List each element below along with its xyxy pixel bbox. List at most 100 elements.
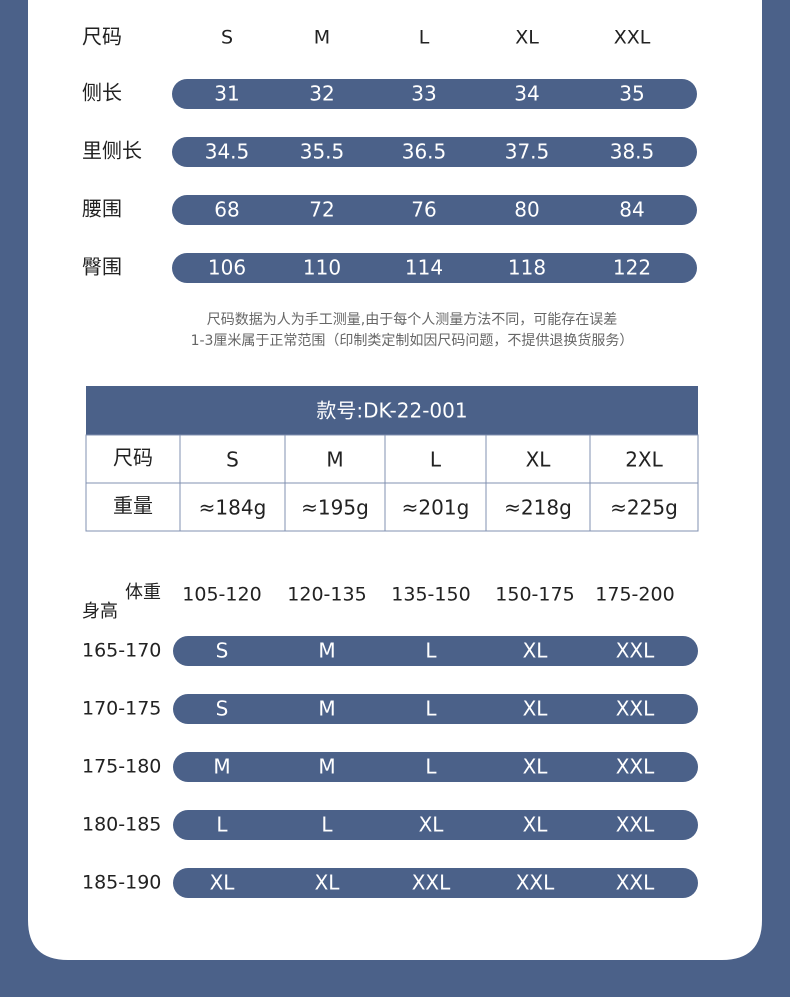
cell: 118: [508, 256, 546, 280]
size-cell: M: [213, 755, 230, 779]
row-label: 里侧长: [82, 139, 142, 163]
weight-value: ≈184g: [199, 496, 267, 520]
cell: 72: [309, 198, 334, 222]
weight-value: ≈195g: [301, 496, 369, 520]
weight-range: 105-120: [182, 584, 261, 606]
weight-title: 款号:DK-22-001: [316, 399, 467, 423]
cell: 33: [411, 82, 436, 106]
row-pill: [172, 253, 697, 283]
size-cell: XXL: [616, 755, 655, 779]
cell: 36.5: [402, 140, 447, 164]
size-cell: XXL: [616, 697, 655, 721]
height-range: 165-170: [82, 640, 161, 662]
height-range: 180-185: [82, 814, 161, 836]
header-label: 尺码: [82, 25, 122, 49]
weight-value: S: [226, 448, 239, 472]
size-cell: XL: [523, 639, 549, 663]
weight-range: 175-200: [595, 584, 674, 606]
cell: 34.5: [205, 140, 250, 164]
cell: 80: [514, 198, 539, 222]
row-pill: [173, 636, 698, 666]
weight-header: [86, 386, 698, 435]
cell: 84: [619, 198, 644, 222]
weight-value: L: [430, 448, 442, 472]
size-cell: XXL: [616, 871, 655, 895]
weight-cell: [589, 434, 699, 484]
header-size: XXL: [614, 27, 651, 49]
weight-cell: [485, 482, 591, 532]
weight-cell: [284, 434, 386, 484]
row-pill: [173, 694, 698, 724]
cell: 35.5: [300, 140, 345, 164]
weight-axis-label: 体重: [125, 582, 161, 603]
size-cell: L: [425, 639, 437, 663]
size-cell: S: [216, 639, 229, 663]
cell: 114: [405, 256, 443, 280]
size-cell: XL: [315, 871, 341, 895]
header-size: XL: [515, 27, 539, 49]
size-cell: L: [425, 697, 437, 721]
size-cell: XL: [523, 697, 549, 721]
size-cell: L: [216, 813, 228, 837]
weight-cell: [85, 434, 181, 484]
size-cell: XXL: [616, 813, 655, 837]
cell: 110: [303, 256, 341, 280]
weight-value: XL: [526, 448, 552, 472]
height-range: 175-180: [82, 756, 161, 778]
cell: 106: [208, 256, 246, 280]
cell: 34: [514, 82, 539, 106]
cell: 37.5: [505, 140, 550, 164]
cell: 68: [214, 198, 239, 222]
header-size: M: [314, 27, 330, 49]
header-size: S: [221, 27, 233, 49]
size-cell: M: [318, 755, 335, 779]
row-pill: [172, 137, 697, 167]
weight-cell: [485, 434, 591, 484]
size-cell: L: [321, 813, 333, 837]
height-range: 170-175: [82, 698, 161, 720]
weight-cell: [384, 482, 487, 532]
weight-range: 150-175: [495, 584, 574, 606]
weight-value: ≈218g: [504, 496, 572, 520]
weight-value: M: [326, 448, 343, 472]
weight-cell: [284, 482, 386, 532]
cell: 35: [619, 82, 644, 106]
row-pill: [173, 810, 698, 840]
weight-cell: [85, 482, 181, 532]
weight-value: ≈201g: [402, 496, 470, 520]
weight-cell: [589, 482, 699, 532]
weight-value: ≈225g: [610, 496, 678, 520]
size-cell: M: [318, 639, 335, 663]
size-cell: XXL: [616, 639, 655, 663]
cell: 122: [613, 256, 651, 280]
row-label: 腰围: [82, 197, 122, 221]
size-cell: XL: [419, 813, 445, 837]
weight-range: 135-150: [391, 584, 470, 606]
size-cell: XL: [523, 755, 549, 779]
row-label: 臀围: [82, 255, 122, 279]
row-pill: [172, 79, 697, 109]
cell: 76: [411, 198, 436, 222]
size-cell: XXL: [412, 871, 451, 895]
size-cell: M: [318, 697, 335, 721]
size-cell: S: [216, 697, 229, 721]
height-range: 185-190: [82, 872, 161, 894]
weight-row-label: 重量: [113, 494, 153, 518]
row-pill: [173, 868, 698, 898]
content: 尺码 S M L XL XXL 侧长 31 32 33 34 35 里侧长 34.5 35.5 36.5 37.…: [82, 25, 699, 898]
weight-value: 2XL: [625, 448, 663, 472]
size-cell: L: [425, 755, 437, 779]
row-label: 侧长: [82, 81, 122, 105]
cell: 38.5: [610, 140, 655, 164]
height-axis-label: 身高: [82, 601, 118, 622]
size-cell: XL: [210, 871, 236, 895]
note: 1-3厘米属于正常范围（印制类定制如因尺码问题，不提供退换货服务）: [191, 332, 634, 349]
cell: 31: [214, 82, 239, 106]
note: 尺码数据为人为手工测量,由于每个人测量方法不同，可能存在误差: [207, 312, 617, 328]
weight-cell: [179, 482, 286, 532]
size-cell: XL: [523, 813, 549, 837]
row-pill: [173, 752, 698, 782]
size-cell: XXL: [516, 871, 555, 895]
